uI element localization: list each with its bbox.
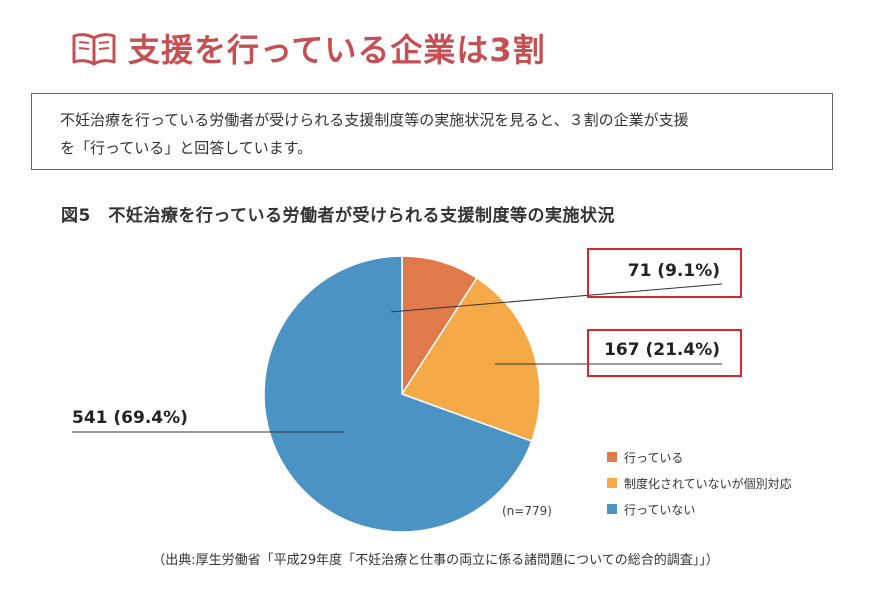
description-line-2: を「行っている」と回答しています。 xyxy=(60,139,313,157)
pie-slice-1 xyxy=(400,276,541,443)
legend-label-1: 制度化されていないが個別対応 xyxy=(624,476,792,491)
pie-chart: 71 (9.1%) 167 (21.4%) 541 (69.4%) (n=779) 行っ… xyxy=(72,248,792,533)
highlight-box-0 xyxy=(587,248,742,298)
description-line-1: 不妊治療を行っている労働者が受けられる支援制度等の実施状況を見ると、３割の企業が… xyxy=(60,111,689,129)
pie-slice-2 xyxy=(263,255,533,533)
open-book-icon xyxy=(72,33,116,66)
description-box: 不妊治療を行っている労働者が受けられる支援制度等の実施状況を見ると、３割の企業が… xyxy=(31,93,833,170)
slice-label-0: 71 (9.1%) xyxy=(628,261,720,281)
page-title: 支援を行っている企業は3割 xyxy=(128,31,546,69)
legend-label-0: 行っている xyxy=(624,451,683,465)
slice-label-1: 167 (21.4%) xyxy=(604,340,720,360)
leader-line-0 xyxy=(391,283,723,313)
legend-label-2: 行っていない xyxy=(624,503,695,517)
page-header: 支援を行っている企業は3割 xyxy=(70,18,546,78)
figure-source: （出典:厚生労働省「平成29年度「不妊治療と仕事の両立に係る諸問題についての総合… xyxy=(152,553,719,568)
sample-size-label: (n=779) xyxy=(502,504,552,518)
highlight-box-1 xyxy=(587,329,742,377)
pie-slice-0 xyxy=(401,255,478,397)
legend-swatch-0 xyxy=(607,452,617,462)
figure-title: 図5 不妊治療を行っている労働者が受けられる支援制度等の実施状況 xyxy=(61,206,615,226)
slice-label-2: 541 (69.4%) xyxy=(72,408,188,428)
legend-swatch-1 xyxy=(607,478,617,488)
legend-swatch-2 xyxy=(607,504,617,514)
